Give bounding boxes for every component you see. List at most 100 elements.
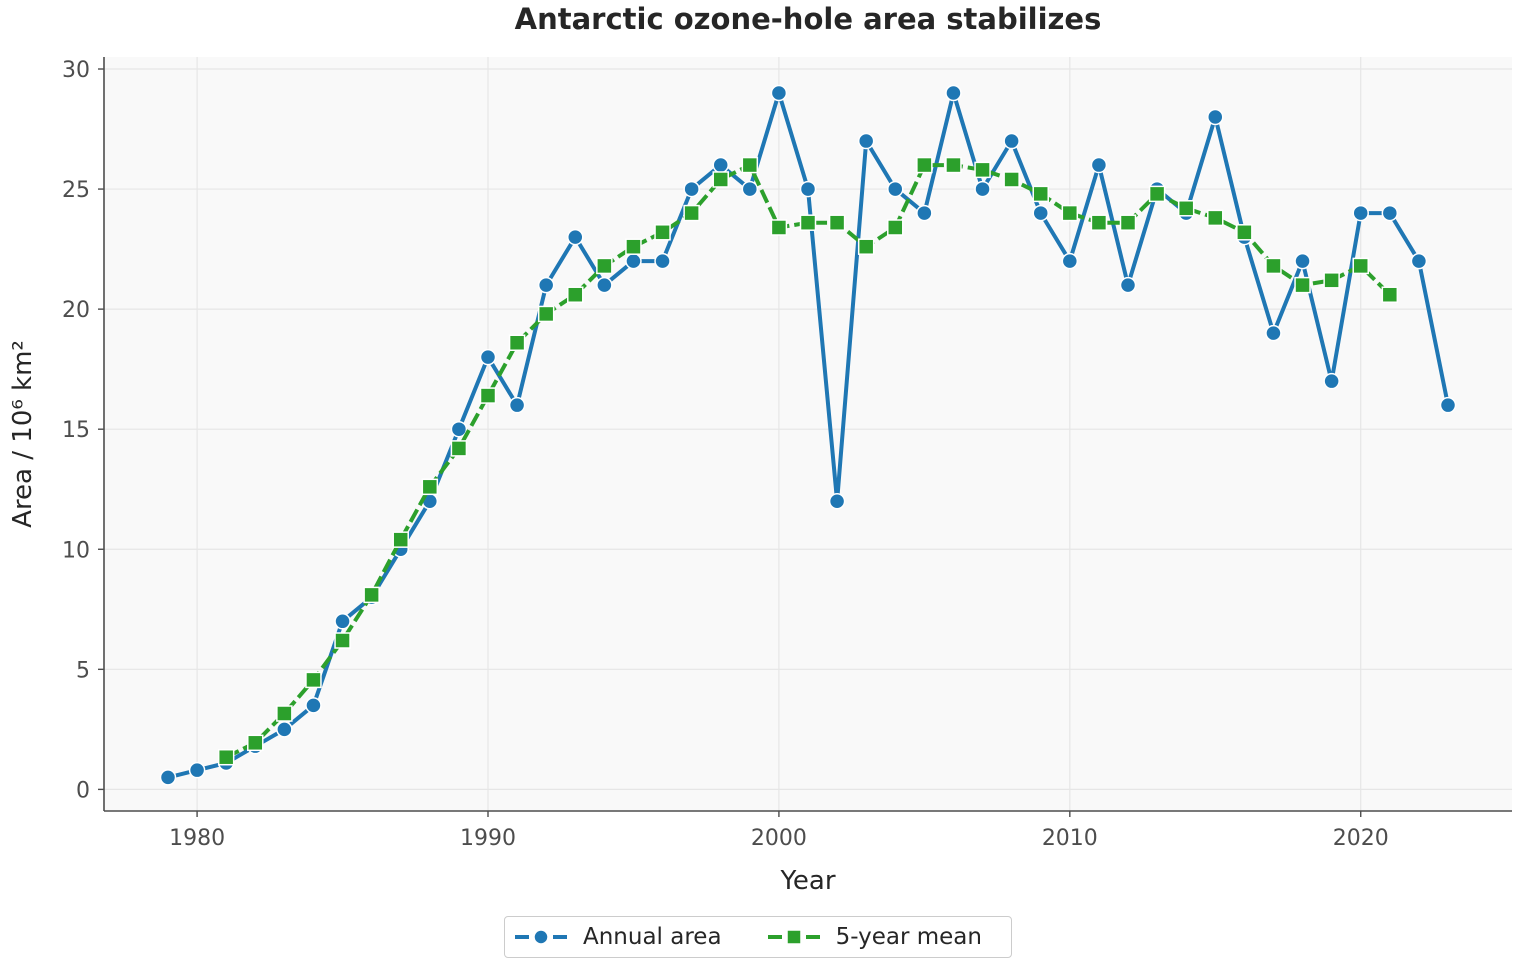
data-point — [916, 204, 933, 222]
data-point — [363, 586, 380, 604]
data-point — [450, 440, 468, 457]
data-point — [1381, 204, 1399, 222]
data-point — [857, 132, 875, 150]
data-point — [159, 769, 177, 786]
data-point — [1236, 224, 1253, 241]
data-point — [654, 252, 671, 270]
legend-item-annual-area: Annual area — [513, 917, 722, 957]
data-point — [1061, 252, 1079, 270]
x-axis-label: Year — [779, 866, 835, 896]
chart-title: Antarctic ozone-hole area stabilizes — [514, 2, 1102, 36]
data-point — [945, 156, 962, 174]
data-series — [159, 84, 1457, 786]
data-point — [567, 286, 584, 303]
tick-labels: 1980 1990 2000 2010 2020 0 5 10 15 20 25 30 — [62, 58, 1389, 851]
data-point — [857, 238, 875, 255]
data-point — [887, 180, 904, 198]
x-tick-label: 1980 — [169, 826, 225, 851]
y-tick-label: 30 — [62, 58, 90, 83]
data-point — [1032, 204, 1049, 222]
data-point — [1294, 276, 1311, 294]
y-tick-label: 0 — [76, 778, 90, 803]
data-point — [1003, 132, 1020, 150]
data-point — [1265, 324, 1282, 342]
data-point — [828, 214, 846, 231]
data-point — [1148, 185, 1166, 203]
legend-label-5-year-mean: 5-year mean — [835, 924, 982, 950]
data-point — [392, 531, 409, 548]
data-point — [276, 721, 293, 738]
y-tick-label: 15 — [62, 418, 90, 443]
data-point — [508, 334, 526, 352]
data-point — [1294, 252, 1311, 270]
data-point — [712, 171, 729, 188]
legend-label-annual-area: Annual area — [583, 924, 722, 950]
data-point — [683, 204, 700, 222]
data-point — [654, 224, 671, 241]
data-point — [625, 238, 642, 255]
data-point — [1410, 252, 1428, 270]
data-point — [828, 492, 846, 510]
y-tick-label: 5 — [76, 658, 90, 683]
data-point — [1265, 257, 1282, 275]
legend-item-5-year-mean: 5-year mean — [766, 917, 982, 957]
data-point — [334, 632, 351, 649]
data-point — [770, 84, 788, 102]
data-point — [799, 180, 817, 198]
y-axis-label: Area / 10⁶ km² — [8, 340, 38, 528]
data-point — [887, 219, 904, 236]
data-point — [305, 671, 322, 689]
data-point — [1119, 214, 1137, 231]
y-tick-label: 20 — [62, 298, 90, 323]
data-point — [1090, 156, 1108, 174]
data-point — [479, 348, 497, 366]
data-point — [974, 161, 991, 179]
data-point — [741, 156, 759, 174]
data-point — [683, 180, 700, 198]
data-point — [1003, 171, 1020, 188]
x-tick-label: 2000 — [751, 826, 807, 851]
data-point — [1323, 372, 1340, 390]
data-point — [537, 305, 555, 323]
series-5-year-mean — [217, 156, 1399, 766]
data-point — [450, 420, 468, 438]
x-tick-label: 2010 — [1042, 826, 1098, 851]
data-point — [479, 387, 497, 404]
axes — [103, 57, 1512, 812]
data-point — [974, 180, 991, 198]
x-tick-label: 1990 — [460, 826, 516, 851]
x-tick-label: 2020 — [1333, 826, 1389, 851]
data-point — [916, 156, 933, 174]
y-tick-label: 10 — [62, 538, 90, 563]
data-point — [334, 613, 351, 630]
data-point — [537, 276, 555, 294]
data-point — [945, 84, 962, 102]
data-point — [508, 396, 526, 414]
data-point — [596, 276, 613, 294]
data-point — [1352, 257, 1369, 275]
data-point — [1352, 204, 1369, 222]
data-point — [1207, 108, 1224, 126]
data-point — [741, 180, 759, 198]
data-point — [421, 478, 439, 496]
data-point — [1061, 204, 1079, 222]
data-point — [1381, 286, 1399, 303]
legend-swatch-square-icon — [767, 929, 820, 945]
data-point — [217, 748, 235, 766]
data-point — [1090, 214, 1108, 231]
legend-swatch-circle-icon — [515, 929, 567, 945]
data-point — [305, 697, 322, 714]
data-point — [1439, 396, 1457, 414]
data-point — [596, 257, 613, 275]
data-point — [1177, 200, 1195, 217]
data-point — [770, 219, 788, 236]
data-point — [799, 214, 817, 231]
data-point — [567, 228, 584, 246]
data-point — [1119, 276, 1137, 294]
data-point — [1207, 209, 1224, 227]
y-tick-label: 25 — [62, 178, 90, 203]
data-point — [1323, 272, 1340, 289]
data-point — [276, 705, 293, 722]
data-point — [188, 761, 206, 779]
